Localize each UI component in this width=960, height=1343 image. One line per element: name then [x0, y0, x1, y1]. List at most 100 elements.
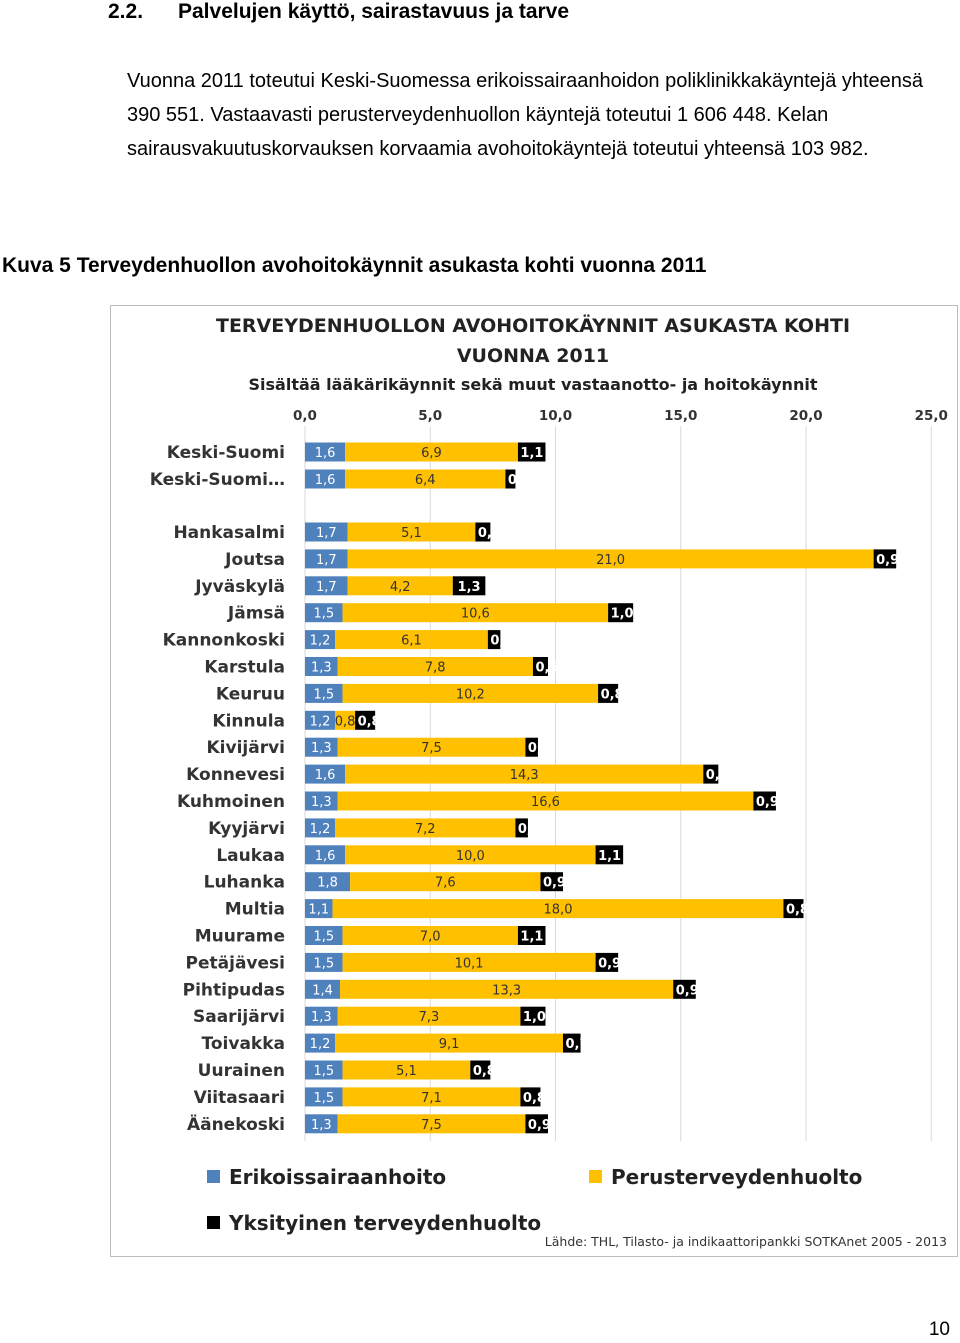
- data-label: 1,6: [315, 768, 336, 783]
- category-label: Karstula: [204, 658, 285, 678]
- category-label: Petäjävesi: [186, 953, 285, 973]
- data-label: 6,4: [415, 473, 436, 488]
- category-label: Kyyjärvi: [208, 819, 285, 839]
- category-label: Joutsa: [224, 550, 285, 570]
- bar-segment-erikoissairaanhoito: [305, 1087, 343, 1107]
- category-label: Äänekoski: [187, 1113, 285, 1135]
- data-label: 1,3: [311, 1118, 332, 1133]
- bar-segment-perusterveydenhuolto: [335, 710, 356, 730]
- bar-segment-erikoissairaanhoito: [305, 549, 348, 569]
- data-label: 0,8: [358, 714, 381, 729]
- category-label: Keuruu: [216, 684, 285, 704]
- data-label: 0,6: [706, 768, 729, 783]
- section-heading: 2.2. Palvelujen käyttö, sairastavuus ja t…: [108, 0, 569, 24]
- bar-segment-erikoissairaanhoito: [305, 791, 338, 811]
- data-label: 1,1: [520, 930, 543, 945]
- data-label: 1,4: [312, 983, 333, 998]
- category-label: Konnevesi: [186, 765, 285, 785]
- data-label: 5,1: [401, 526, 422, 541]
- bar-segment-yksityinen: [563, 1033, 581, 1053]
- data-label: 1,3: [311, 795, 332, 810]
- bar-segment-erikoissairaanhoito: [305, 952, 343, 972]
- bar-segment-yksityinen: [525, 737, 538, 757]
- category-label: Uurainen: [198, 1061, 285, 1081]
- data-label: 4,2: [390, 580, 411, 595]
- data-label: 1,0: [523, 1010, 546, 1025]
- bar-segment-yksityinen: [598, 683, 619, 703]
- bar-segment-erikoissairaanhoito: [305, 1006, 338, 1026]
- category-label: Laukaa: [216, 846, 285, 866]
- bar-segment-perusterveydenhuolto: [350, 872, 541, 892]
- data-label: 0,4: [508, 473, 531, 488]
- bar-segment-erikoissairaanhoito: [305, 737, 338, 757]
- data-label: 0,8: [335, 714, 356, 729]
- bar-segment-erikoissairaanhoito: [305, 576, 348, 596]
- data-label: 1,3: [458, 580, 481, 595]
- category-label: Pihtipudas: [183, 980, 285, 1000]
- category-label: Kivijärvi: [206, 738, 285, 758]
- data-label: 1,2: [310, 822, 331, 837]
- data-label: 0,9: [543, 876, 566, 891]
- data-label: 0,6: [478, 526, 501, 541]
- data-label: 7,2: [415, 822, 436, 837]
- chart-frame: TERVEYDENHUOLLON AVOHOITOKÄYNNIT ASUKAST…: [110, 305, 958, 1257]
- category-label: Kannonkoski: [163, 631, 285, 651]
- x-tick-label: 20,0: [789, 408, 822, 424]
- bar-segment-perusterveydenhuolto: [342, 926, 518, 945]
- data-label: 0,8: [523, 1091, 546, 1106]
- bar-segment-yksityinen: [452, 576, 486, 596]
- data-label: 0,5: [528, 741, 551, 756]
- data-label: 0,9: [598, 956, 621, 971]
- data-label: 10,1: [455, 956, 484, 971]
- data-label: 1,8: [317, 876, 338, 891]
- bar-segment-perusterveydenhuolto: [342, 1087, 521, 1107]
- bar-segment-yksityinen: [515, 818, 528, 838]
- x-tick-label: 15,0: [664, 408, 697, 424]
- bar-segment-yksityinen: [505, 469, 516, 489]
- chart-subtitle: Sisältää lääkärikäynnit sekä muut vastaa…: [249, 375, 818, 394]
- data-label: 7,0: [420, 930, 441, 945]
- bar-segment-erikoissairaanhoito: [305, 764, 346, 784]
- bar-segment-erikoissairaanhoito: [305, 442, 346, 462]
- data-label: 0,9: [756, 795, 779, 810]
- bar-segment-yksityinen: [470, 1060, 491, 1080]
- bar-segment-perusterveydenhuolto: [335, 818, 516, 838]
- data-label: 0,8: [473, 1064, 496, 1079]
- bar-segment-perusterveydenhuolto: [337, 1006, 521, 1026]
- data-label: 1,5: [313, 1091, 334, 1106]
- bar-segment-perusterveydenhuolto: [347, 549, 874, 569]
- bar-segment-yksityinen: [595, 845, 624, 865]
- bar-segment-perusterveydenhuolto: [337, 1114, 526, 1134]
- category-label: Keski-Suomi…: [150, 470, 285, 490]
- data-label: 0,8: [601, 687, 624, 702]
- data-label: 0,9: [528, 1118, 551, 1133]
- data-label: 1,2: [310, 634, 331, 649]
- section-number: 2.2.: [108, 0, 144, 23]
- bar-segment-perusterveydenhuolto: [345, 845, 596, 865]
- data-label: 0,8: [786, 903, 809, 918]
- legend-swatch: [207, 1170, 220, 1183]
- bar-segment-perusterveydenhuolto: [345, 764, 704, 784]
- bar-segment-yksityinen: [475, 522, 491, 542]
- data-label: 6,1: [401, 634, 422, 649]
- data-label: 14,3: [510, 768, 539, 783]
- category-label: Keski-Suomi: [167, 443, 285, 463]
- data-label: 1,2: [310, 1037, 331, 1052]
- data-label: 5,1: [396, 1064, 417, 1079]
- bar-segment-perusterveydenhuolto: [345, 469, 506, 489]
- bar-segment-erikoissairaanhoito: [305, 683, 343, 703]
- data-label: 1,5: [313, 687, 334, 702]
- data-label: 1,3: [311, 1010, 332, 1025]
- data-label: 7,3: [419, 1010, 440, 1025]
- data-label: 1,7: [316, 580, 337, 595]
- x-tick-label: 0,0: [293, 408, 317, 424]
- bar-segment-perusterveydenhuolto: [347, 576, 453, 596]
- data-label: 7,6: [435, 876, 456, 891]
- bar-segment-perusterveydenhuolto: [345, 442, 518, 462]
- bar-segment-perusterveydenhuolto: [337, 791, 754, 811]
- bar-segment-yksityinen: [540, 872, 564, 892]
- data-label: 1,1: [598, 849, 621, 864]
- data-label: 7,5: [421, 1118, 442, 1133]
- x-tick-label: 10,0: [539, 408, 572, 424]
- category-label: Saarijärvi: [193, 1007, 285, 1027]
